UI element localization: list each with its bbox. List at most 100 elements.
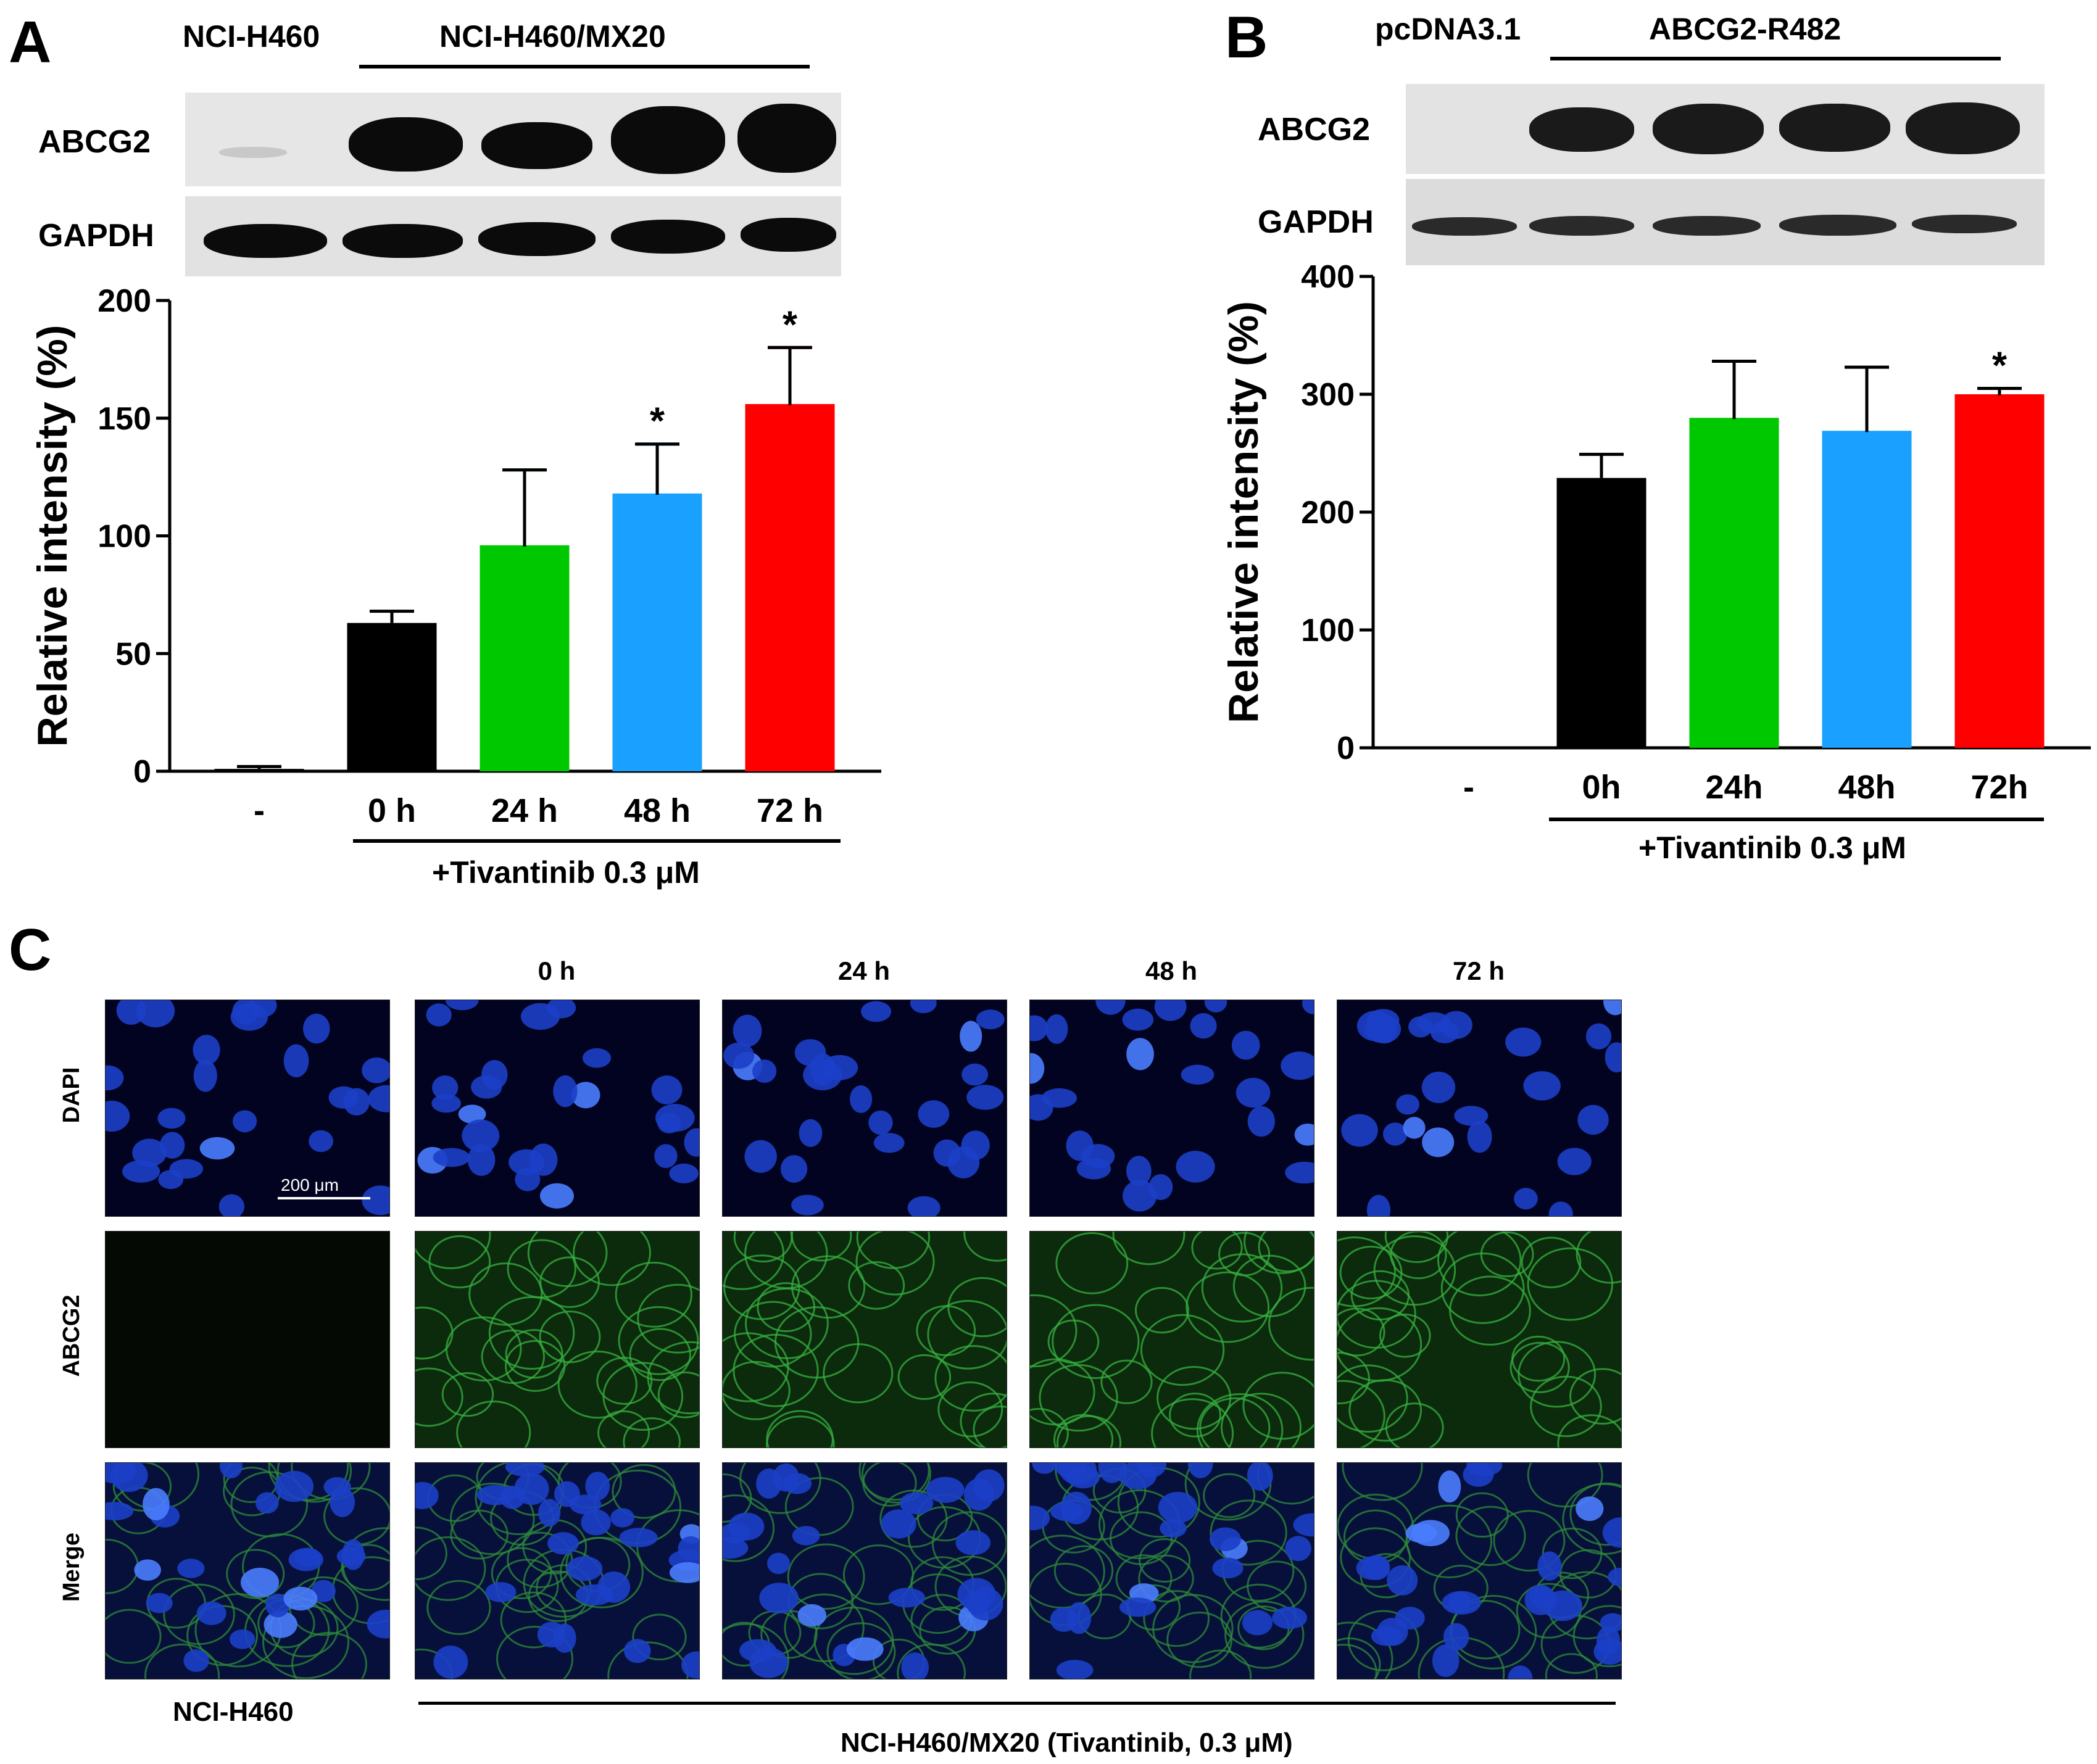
- nucleus: [1396, 1094, 1419, 1115]
- panel-c-row-merge: Merge: [59, 1533, 85, 1602]
- membrane-outline: [112, 1463, 172, 1512]
- nucleus: [134, 1559, 161, 1581]
- x-tick-label: 48 h: [624, 792, 691, 829]
- membrane-outline: [539, 1256, 600, 1308]
- nucleus: [458, 1104, 486, 1124]
- y-axis-title: Relative intensity (%): [29, 325, 76, 747]
- panel-b-blot-label-abcg2: ABCG2: [1258, 112, 1371, 147]
- dapi-image: [1030, 1000, 1314, 1216]
- membrane-outline: [632, 1613, 687, 1661]
- nucleus: [1126, 1156, 1152, 1186]
- membrane-outline: [1203, 1473, 1256, 1518]
- nucleus: [1440, 1011, 1472, 1039]
- merge-micrograph: [722, 1462, 1007, 1679]
- y-tick-label: 300: [1301, 377, 1355, 413]
- membrane-outline: [637, 1283, 699, 1354]
- nucleus: [961, 1063, 989, 1086]
- scale-bar: [278, 1197, 370, 1199]
- merge-micrograph: [1337, 1462, 1622, 1679]
- panel-b-header-line: [1550, 57, 2001, 60]
- membrane-outline: [1244, 1232, 1314, 1275]
- nucleus: [1602, 1517, 1621, 1548]
- nucleus: [582, 1048, 612, 1068]
- nucleus: [1119, 1597, 1156, 1617]
- membrane-outline: [1242, 1372, 1314, 1440]
- membrane-outline: [1112, 1232, 1186, 1265]
- nucleus: [1577, 1104, 1609, 1135]
- membrane-outline: [1337, 1352, 1370, 1405]
- nucleus: [1154, 1000, 1187, 1021]
- nucleus: [143, 1488, 170, 1521]
- bar: [1689, 418, 1779, 748]
- nucleus: [963, 1478, 994, 1511]
- membrane-outline: [1347, 1610, 1419, 1671]
- y-tick-label: 200: [98, 283, 151, 319]
- y-tick-label: 150: [98, 401, 151, 437]
- membrane-outline: [1339, 1245, 1403, 1299]
- nucleus: [961, 1130, 990, 1161]
- nucleus: [684, 1128, 699, 1157]
- membrane-outline: [1576, 1232, 1621, 1284]
- nucleus: [960, 1021, 982, 1052]
- nucleus: [232, 1000, 260, 1025]
- nucleus: [1403, 1117, 1426, 1139]
- panel-c-label: C: [9, 917, 52, 983]
- nucleus: [264, 1611, 297, 1638]
- bar: [347, 623, 437, 771]
- background: [106, 1232, 389, 1447]
- nucleus: [791, 1195, 824, 1215]
- nucleus: [328, 1086, 359, 1109]
- membrane-outline: [1052, 1304, 1140, 1379]
- nucleus: [136, 1000, 175, 1028]
- nucleus: [1432, 1644, 1460, 1677]
- nucleus: [1123, 1180, 1157, 1212]
- background: [1030, 1232, 1314, 1447]
- nucleus: [759, 1583, 799, 1613]
- membrane-outline: [1527, 1463, 1603, 1508]
- membrane-outline: [1569, 1368, 1621, 1425]
- band: [204, 224, 327, 258]
- nucleus: [1508, 1665, 1533, 1679]
- nucleus: [431, 1094, 461, 1113]
- nucleus: [1454, 1106, 1489, 1126]
- membrane-outline: [1053, 1545, 1114, 1596]
- nucleus: [146, 1592, 173, 1613]
- band: [1906, 102, 2020, 154]
- membrane-outline: [1030, 1408, 1069, 1447]
- membrane-outline: [1258, 1232, 1314, 1273]
- band: [737, 104, 836, 173]
- panel-a-abcg2-blot: [185, 93, 841, 186]
- panel-b-treatment-line: [1549, 818, 2044, 821]
- nucleus: [1395, 1607, 1425, 1629]
- nucleus: [681, 1651, 699, 1679]
- nucleus: [1066, 1130, 1094, 1161]
- nucleus: [1158, 1491, 1198, 1523]
- nucleus: [157, 1108, 186, 1129]
- nucleus: [1505, 1027, 1542, 1057]
- x-tick-label: 72h: [1970, 769, 2028, 806]
- panel-c-col-72h: 72 h: [1452, 956, 1505, 985]
- nucleus: [1190, 1013, 1217, 1039]
- membrane-outline: [1493, 1510, 1566, 1572]
- membrane-outline: [341, 1544, 389, 1591]
- band: [349, 117, 463, 172]
- membrane-outline: [1449, 1275, 1531, 1346]
- nucleus: [1421, 1071, 1456, 1103]
- membrane-outline: [963, 1232, 1007, 1262]
- abcg2-micrograph: [1029, 1231, 1314, 1448]
- nucleus: [1422, 1127, 1455, 1157]
- membrane-outline: [1509, 1341, 1570, 1393]
- nucleus: [1576, 1496, 1604, 1522]
- membrane-outline: [766, 1415, 835, 1447]
- membrane-outline: [428, 1235, 491, 1289]
- nucleus: [861, 1001, 892, 1022]
- membrane-outline: [1030, 1294, 1078, 1368]
- panel-a-gapdh-blot: [185, 196, 841, 276]
- membrane-outline: [106, 1609, 162, 1664]
- nucleus: [900, 1492, 934, 1515]
- nucleus: [752, 1059, 777, 1083]
- panel-b-abcg2-blot: [1406, 84, 2045, 174]
- nucleus: [1030, 1505, 1050, 1531]
- nucleus: [1056, 1660, 1094, 1679]
- band: [611, 220, 725, 254]
